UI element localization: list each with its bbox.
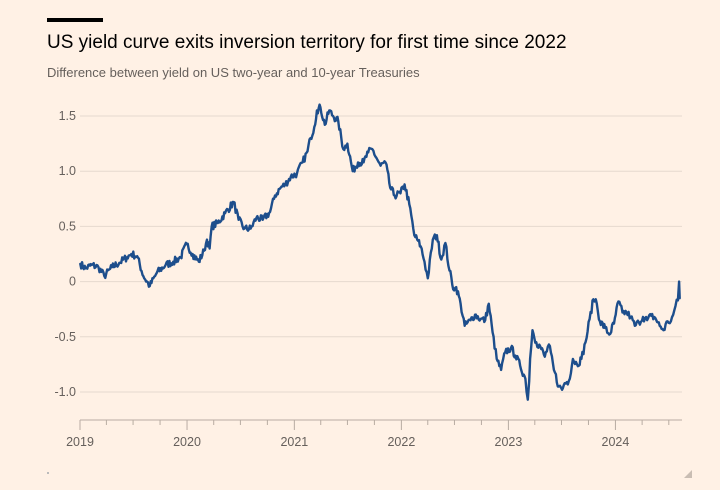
title-accent-bar xyxy=(47,18,103,22)
series-line xyxy=(79,103,681,401)
x-tick-label: 2022 xyxy=(387,435,415,449)
x-tick-label: 2020 xyxy=(173,435,201,449)
x-tick-label: 2024 xyxy=(602,435,630,449)
x-tick-label: 2019 xyxy=(66,435,94,449)
y-tick-label: 1.0 xyxy=(59,164,76,178)
series-layer xyxy=(79,103,681,401)
x-axis: 2019 2020 2021 2022 2023 2024 xyxy=(66,419,682,449)
x-tick-label: 2021 xyxy=(280,435,308,449)
gridlines xyxy=(80,115,682,393)
footer-dot xyxy=(47,472,49,474)
x-tick-label: 2023 xyxy=(495,435,523,449)
y-tick-label: -0.5 xyxy=(54,330,76,344)
y-axis-ticks: 1.5 1.0 0.5 0 -0.5 -1.0 xyxy=(54,109,76,399)
corner-mark xyxy=(684,470,692,478)
chart-title: US yield curve exits inversion territory… xyxy=(47,32,567,53)
y-tick-label: -1.0 xyxy=(54,385,76,399)
chart-subtitle: Difference between yield on US two-year … xyxy=(47,65,420,80)
y-tick-label: 0 xyxy=(69,275,76,289)
y-tick-label: 0.5 xyxy=(59,219,76,233)
y-tick-label: 1.5 xyxy=(59,109,76,123)
